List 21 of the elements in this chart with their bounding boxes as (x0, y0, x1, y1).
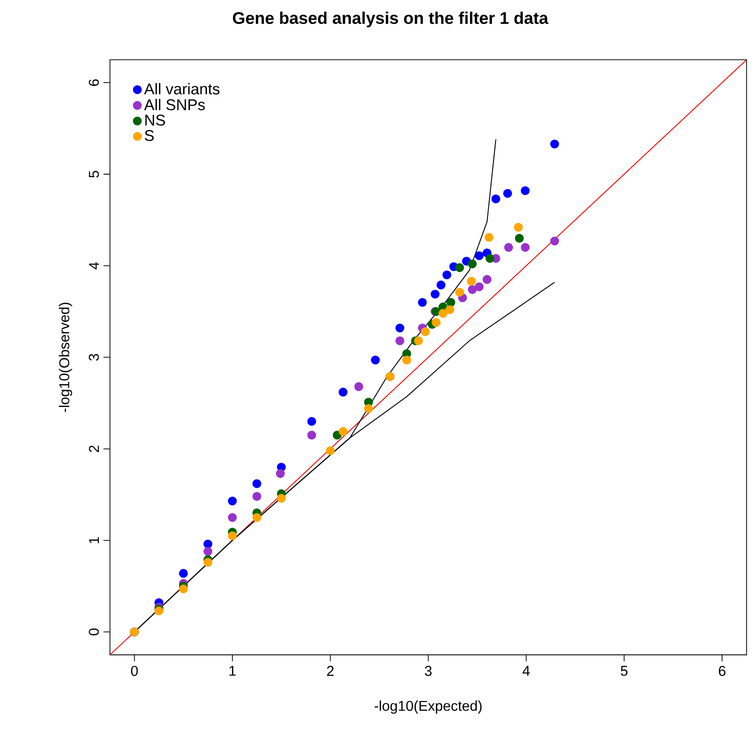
x-tick-label: 0 (131, 666, 138, 676)
y-tick-label: 0 (88, 628, 99, 636)
legend-label: S (144, 130, 154, 142)
x-axis-title: -log10(Expected) (374, 700, 482, 714)
x-tick-label: 4 (522, 666, 530, 676)
x-tick-label: 3 (424, 666, 432, 676)
x-tick-label: 2 (327, 666, 334, 676)
legend-label: All SNPs (144, 99, 205, 110)
x-tick-label: 1 (229, 666, 236, 676)
y-tick-label: 1 (89, 537, 99, 544)
y-axis-title: -log10(Observed) (58, 302, 72, 412)
chart-title: Gene based analysis on the filter 1 data (232, 12, 548, 28)
y-tick-label: 4 (89, 262, 99, 270)
legend-label: NS (145, 114, 165, 126)
y-tick-label: 2 (88, 446, 99, 452)
y-tick-label: 3 (88, 354, 99, 361)
x-tick-label: 6 (718, 666, 726, 676)
y-tick-label: 6 (88, 79, 99, 86)
x-tick-label: 5 (620, 666, 628, 676)
legend-label: All variants (144, 83, 220, 95)
y-tick-label: 5 (88, 171, 99, 178)
